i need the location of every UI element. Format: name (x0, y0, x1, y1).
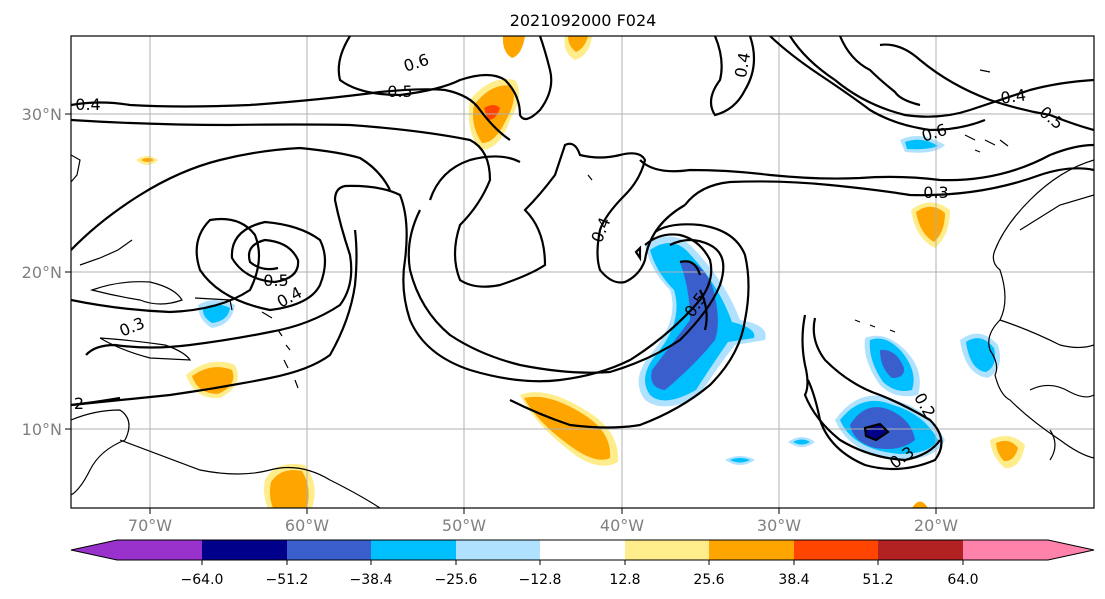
colorbar-segment (371, 540, 456, 560)
colorbar-tick-label: 12.8 (609, 572, 640, 588)
lon-label: 50°W (442, 516, 486, 535)
latitude-axis: 30°N 20°N 10°N (22, 105, 71, 439)
contour-label: 0.5 (387, 82, 412, 101)
colorbar-segment (540, 540, 625, 560)
contour-label: 0.3 (923, 183, 948, 202)
lon-label: 70°W (128, 516, 172, 535)
colorbar-tick-label: −25.6 (435, 572, 478, 588)
colorbar-tick-label: −64.0 (181, 572, 224, 588)
colorbar-segment (625, 540, 709, 560)
contour-label: 0.4 (731, 51, 754, 79)
lat-label: 20°N (22, 263, 62, 282)
colorbar-segment (202, 540, 287, 560)
colorbar-segment (794, 540, 878, 560)
lat-label: 10°N (22, 420, 62, 439)
colorbar-segment (71, 540, 202, 560)
colorbar-tick-label: 38.4 (778, 572, 809, 588)
colorbar-tick-label: −12.8 (519, 572, 562, 588)
lon-label: 30°W (757, 516, 801, 535)
colorbar-segment (963, 540, 1094, 560)
colorbar-segment (878, 540, 963, 560)
longitude-axis: 70°W 60°W 50°W 40°W 30°W 20°W (128, 508, 958, 535)
graticule (71, 36, 1094, 508)
colorbar: −64.0 −51.2 −38.4 −25.6 −12.8 12.8 25.6 … (70, 539, 1095, 588)
figure-title: 2021092000 F024 (510, 11, 657, 30)
lon-label: 40°W (600, 516, 644, 535)
map-area: 0.6 0.5 0.4 0.4 0.5 0.4 0.3 0.4 0.5 0.4 … (71, 36, 1094, 508)
contour-labels: 0.6 0.5 0.4 0.4 0.5 0.4 0.3 0.4 0.5 0.4 … (74, 50, 1067, 473)
lat-label: 30°N (22, 105, 62, 124)
contour-lines (71, 36, 1094, 471)
colorbar-tick-label: −51.2 (266, 572, 309, 588)
colorbar-segment (456, 540, 540, 560)
contour-label: 2 (74, 394, 84, 413)
colorbar-tick-label: 25.6 (693, 572, 724, 588)
lon-label: 60°W (285, 516, 329, 535)
contour-label: 0.5 (263, 271, 288, 290)
colorbar-segment (287, 540, 371, 560)
colorbar-tick-label: −38.4 (350, 572, 393, 588)
coastlines (71, 69, 1094, 508)
contour-label: 0.4 (999, 85, 1027, 107)
colorbar-tick-label: 64.0 (947, 572, 978, 588)
colorbar-tick-label: 51.2 (862, 572, 893, 588)
colorbar-segment (709, 540, 794, 560)
colorbar-ticks (201, 560, 964, 565)
contour-label: 0.4 (75, 95, 100, 114)
lon-label: 20°W (914, 516, 958, 535)
